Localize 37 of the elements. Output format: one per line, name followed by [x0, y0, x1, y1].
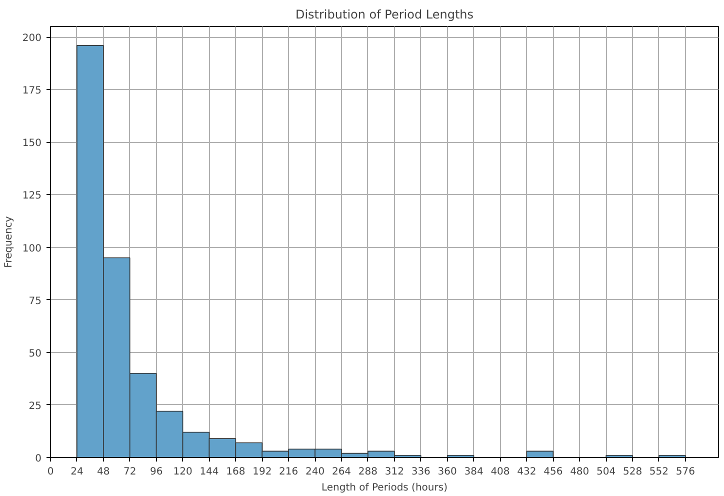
x-tick-label: 240: [306, 466, 325, 478]
y-tick-label: 100: [22, 243, 42, 254]
y-tick-label: 0: [35, 454, 42, 464]
x-tick-label: 336: [411, 466, 430, 478]
x-tick-label: 528: [622, 466, 642, 478]
y-tick-label: 50: [28, 348, 42, 360]
x-tick-label: 360: [438, 466, 457, 478]
y-tick-label: 25: [28, 400, 42, 412]
x-tick-label: 120: [173, 466, 192, 478]
x-tick-label: 480: [570, 466, 590, 478]
x-tick-label: 432: [517, 466, 536, 478]
x-tick-label: 96: [150, 466, 163, 478]
x-tick-label: 144: [200, 466, 219, 478]
y-tick-label: 150: [22, 138, 42, 150]
x-tick-label: 552: [649, 466, 669, 478]
y-tick-label: 175: [22, 86, 42, 97]
x-tick-label: 168: [226, 466, 246, 478]
x-tick-label: 456: [544, 466, 563, 478]
y-tick-label: 75: [28, 296, 42, 307]
x-tick-label: 72: [124, 466, 136, 478]
x-tick-label: 576: [676, 466, 695, 478]
y-tick-label: 125: [22, 190, 42, 202]
x-axis-title: Length of Periods (hours): [322, 482, 448, 494]
y-axis-title: Frequency: [3, 216, 14, 268]
x-tick-label: 504: [596, 466, 616, 478]
x-tick-label: 408: [490, 466, 510, 478]
x-tick-label: 312: [384, 466, 404, 478]
x-tick-label: 24: [70, 466, 84, 478]
y-tick-label: 200: [22, 33, 42, 44]
x-tick-label: 48: [97, 466, 110, 478]
x-tick-label: 288: [358, 466, 378, 478]
x-tick-label: 264: [332, 466, 352, 478]
chart-title: Distribution of Period Lengths: [295, 8, 474, 22]
x-tick-label: 192: [252, 466, 272, 478]
x-tick-label: 384: [464, 466, 484, 478]
x-tick-label: 0: [47, 466, 54, 478]
x-tick-label: 216: [279, 466, 298, 478]
